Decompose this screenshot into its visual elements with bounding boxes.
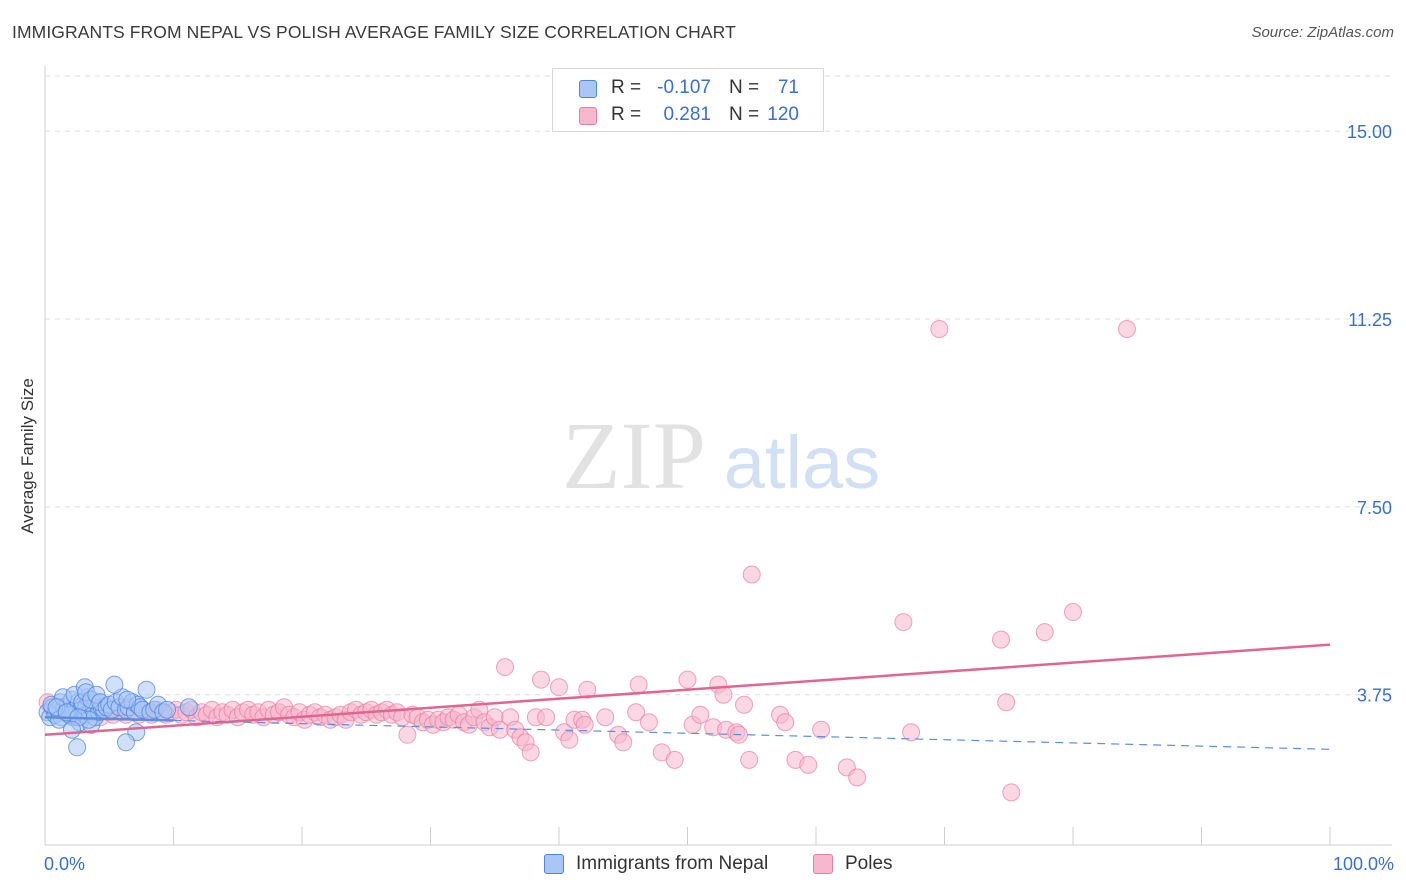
poles-point [691, 705, 710, 724]
y-tick-label: 15.00 [1347, 122, 1392, 142]
poles-point [1064, 603, 1082, 622]
poles-point [578, 680, 597, 699]
poles-point [740, 750, 759, 769]
nepal-point [68, 738, 87, 757]
legend-r-label: R = [611, 104, 642, 125]
poles-point [902, 723, 921, 742]
poles-point [639, 713, 658, 732]
x-tick-label: 100.0% [1333, 854, 1394, 874]
y-tick-label: 7.50 [1357, 498, 1392, 518]
poles-point [560, 730, 579, 749]
poles-point [776, 713, 795, 732]
nepal-point [179, 698, 198, 717]
bottom-legend-swatch-poles [813, 854, 833, 874]
x-tick-label: 0.0% [44, 854, 85, 874]
legend-row-nepal: R = -0.107 N = 71 [553, 75, 823, 101]
poles-point [496, 658, 515, 677]
legend-r-value-poles: 0.281 [663, 104, 711, 125]
watermark-zip: ZIP [562, 402, 706, 509]
poles-point [812, 720, 831, 739]
poles-point [1035, 623, 1054, 642]
legend-n-value-nepal: 71 [777, 77, 799, 98]
watermark-atlas: atlas [724, 421, 880, 504]
watermark: ZIP atlas [562, 402, 880, 509]
legend-n-value-poles: 120 [767, 104, 799, 125]
x-tick-labels: 0.0% 100.0% [44, 854, 1394, 874]
legend-r-label: R = [611, 77, 642, 98]
poles-point [997, 693, 1016, 712]
bottom-legend-label-poles: Poles [845, 853, 893, 874]
nepal-trend-line-solid [44, 716, 174, 722]
poles-point [992, 630, 1011, 649]
poles-point [894, 613, 913, 632]
poles-point [521, 743, 540, 762]
poles-point [1117, 319, 1136, 338]
poles-point [596, 708, 615, 727]
bottom-legend-label-nepal: Immigrants from Nepal [576, 853, 769, 874]
nepal-point [137, 680, 156, 699]
nepal-point [105, 675, 124, 694]
source-label: Source: ZipAtlas.com [1251, 24, 1394, 41]
nepal-point [116, 733, 135, 752]
poles-point [537, 708, 556, 727]
nepal-trend-line-dashed [173, 719, 1331, 750]
correlation-legend: R = -0.107 N = 71 R = 0.281 N = 120 [552, 68, 824, 132]
trend-lines [44, 643, 1331, 750]
poles-point [627, 703, 646, 722]
y-tick-labels: 3.75 7.50 11.25 15.00 [1347, 122, 1392, 706]
nepal-point [118, 690, 137, 709]
poles-point [614, 733, 633, 752]
poles-point [629, 675, 648, 694]
nepal-point [158, 700, 177, 719]
poles-point [678, 670, 697, 689]
series-poles [38, 319, 1136, 802]
poles-trend-line [44, 643, 1331, 737]
poles-point [799, 755, 818, 774]
y-axis-label: Average Family Size [18, 378, 37, 534]
poles-point [575, 715, 594, 734]
chart-title: IMMIGRANTS FROM NEPAL VS POLISH AVERAGE … [12, 22, 736, 42]
poles-point [665, 750, 684, 769]
poles-point [742, 565, 761, 584]
y-tick-label: 3.75 [1357, 686, 1392, 706]
legend-n-label: N = [729, 104, 760, 125]
y-tick-label: 11.25 [1348, 310, 1392, 330]
gridlines [45, 75, 1392, 696]
poles-point [735, 695, 754, 714]
poles-point [930, 319, 949, 338]
poles-point [532, 670, 551, 689]
bottom-legend-swatch-nepal [544, 854, 564, 874]
poles-point [1002, 783, 1021, 802]
legend-swatch-nepal [579, 80, 597, 98]
poles-point [550, 678, 568, 697]
legend-r-value-nepal: -0.107 [657, 77, 711, 98]
legend-row-poles: R = 0.281 N = 120 [553, 102, 823, 128]
poles-point [398, 725, 417, 744]
poles-point [848, 768, 867, 787]
nepal-point [62, 720, 81, 739]
legend-n-label: N = [729, 77, 760, 98]
legend-swatch-poles [579, 107, 597, 125]
